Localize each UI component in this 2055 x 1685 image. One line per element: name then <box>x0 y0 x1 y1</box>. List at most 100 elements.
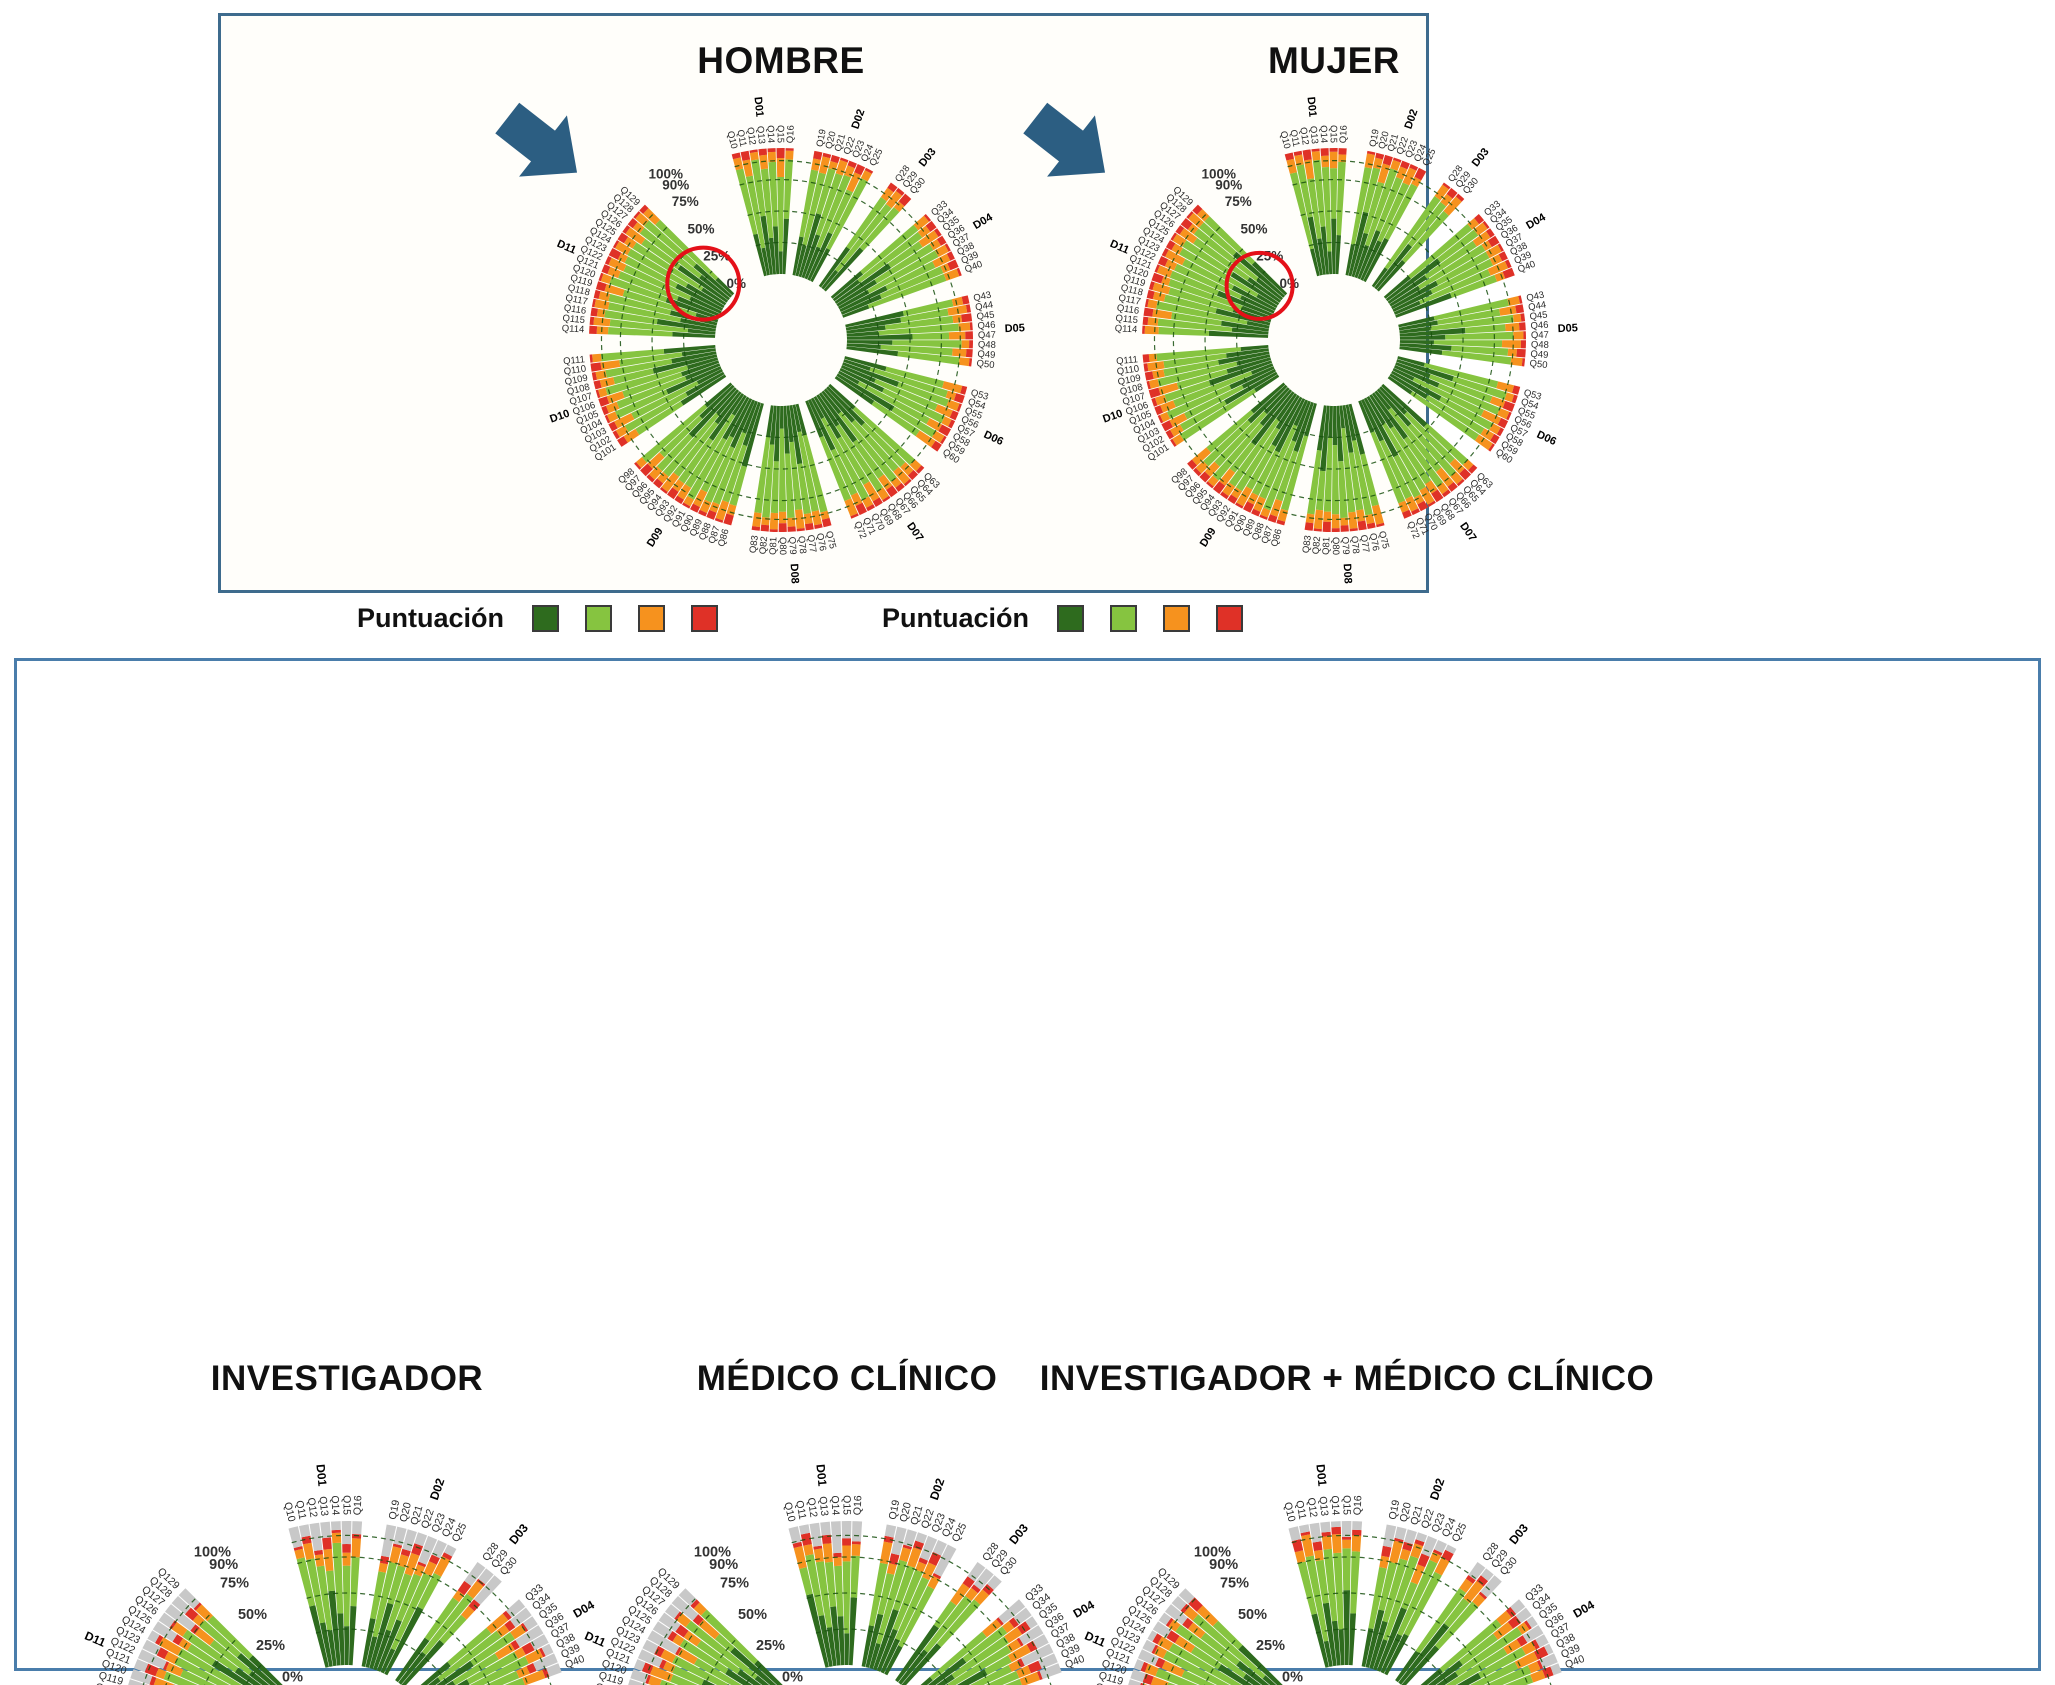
svg-text:Q13: Q13 <box>754 126 767 145</box>
svg-text:Q20: Q20 <box>1398 1501 1414 1523</box>
svg-text:75%: 75% <box>220 1576 249 1592</box>
svg-text:D01: D01 <box>1313 1464 1329 1488</box>
svg-text:Q86: Q86 <box>716 528 732 548</box>
svg-text:Q11: Q11 <box>793 1499 808 1520</box>
svg-text:Q45: Q45 <box>1529 310 1548 323</box>
svg-text:50%: 50% <box>1238 1607 1267 1623</box>
top-panel-box: HOMBRE MUJER 100% 90% 75% 50% 25% 0% Q10 Q11 Q12… <box>218 13 1578 593</box>
svg-text:Q114: Q114 <box>1114 323 1137 335</box>
svg-text:100%: 100% <box>194 1545 231 1561</box>
svg-text:Q108: Q108 <box>566 382 591 398</box>
svg-text:Q108: Q108 <box>1119 382 1144 398</box>
svg-text:Q10: Q10 <box>781 1501 797 1523</box>
svg-text:D01: D01 <box>813 1464 829 1488</box>
svg-text:D11: D11 <box>1083 1628 1108 1649</box>
svg-text:Q78: Q78 <box>795 535 808 554</box>
chart-title-medico: MÉDICO CLÍNICO <box>696 1359 998 1398</box>
svg-text:Q118: Q118 <box>94 1681 121 1685</box>
svg-text:0%: 0% <box>1282 1669 1303 1685</box>
svg-text:Q50: Q50 <box>1529 358 1548 371</box>
svg-text:50%: 50% <box>238 1607 267 1623</box>
svg-text:Q15: Q15 <box>775 125 786 143</box>
bottom-panel-box: INVESTIGADOR MÉDICO CLÍNICO INVESTIGADOR… <box>14 658 2041 1685</box>
score-swatch-red <box>1216 604 1243 632</box>
svg-text:Q12: Q12 <box>1305 1497 1320 1519</box>
svg-text:Q12: Q12 <box>1297 127 1310 146</box>
svg-text:Q19: Q19 <box>1367 128 1381 148</box>
svg-text:Q44: Q44 <box>1527 300 1547 314</box>
score-swatch-orange <box>638 604 665 632</box>
chart-title-mujer: MUJER <box>1267 40 1401 81</box>
svg-text:D02: D02 <box>927 1476 948 1502</box>
svg-text:Q54: Q54 <box>966 396 986 412</box>
svg-text:Q117: Q117 <box>1117 293 1141 308</box>
svg-text:Q110: Q110 <box>563 363 587 377</box>
svg-text:Q118: Q118 <box>1119 282 1144 298</box>
svg-text:Q81: Q81 <box>768 537 780 555</box>
svg-text:Q117: Q117 <box>564 293 588 308</box>
svg-text:D03: D03 <box>917 146 939 169</box>
svg-text:D11: D11 <box>1108 238 1131 257</box>
svg-text:Q118: Q118 <box>1094 1681 1121 1685</box>
svg-text:Q115: Q115 <box>562 313 586 326</box>
svg-text:Q20: Q20 <box>824 130 839 150</box>
svg-text:D02: D02 <box>850 108 868 131</box>
svg-text:Q48: Q48 <box>1531 340 1549 351</box>
svg-text:Q86: Q86 <box>1269 528 1285 548</box>
svg-text:Q111: Q111 <box>1116 354 1139 367</box>
svg-text:Q21: Q21 <box>908 1504 925 1527</box>
svg-text:D05: D05 <box>1557 322 1578 335</box>
svg-text:Q77: Q77 <box>1358 534 1372 553</box>
svg-text:Q16: Q16 <box>352 1495 365 1516</box>
svg-text:D09: D09 <box>1198 526 1219 549</box>
svg-text:Q53: Q53 <box>969 387 989 402</box>
svg-text:Q15: Q15 <box>1328 125 1339 143</box>
svg-text:Q14: Q14 <box>764 125 776 143</box>
svg-text:Q109: Q109 <box>564 373 589 388</box>
score-swatch-light-green <box>1110 604 1137 632</box>
svg-text:25%: 25% <box>756 1638 785 1654</box>
svg-text:Q115: Q115 <box>1115 313 1139 326</box>
svg-text:D10: D10 <box>548 408 571 426</box>
svg-text:Q53: Q53 <box>1522 387 1542 402</box>
svg-text:Q11: Q11 <box>1287 129 1301 148</box>
svg-text:Q79: Q79 <box>1339 536 1351 555</box>
svg-text:25%: 25% <box>1256 1638 1285 1654</box>
svg-text:Q10: Q10 <box>1281 1501 1297 1523</box>
svg-text:75%: 75% <box>1220 1576 1249 1592</box>
chart-title-hombre: HOMBRE <box>697 40 865 81</box>
svg-text:Q12: Q12 <box>305 1497 320 1519</box>
svg-text:75%: 75% <box>720 1576 749 1592</box>
svg-text:0%: 0% <box>726 276 746 291</box>
svg-text:Q19: Q19 <box>1387 1499 1403 1521</box>
arrow-icon <box>1023 102 1106 177</box>
svg-text:Q16: Q16 <box>1352 1495 1365 1516</box>
svg-text:Q110: Q110 <box>1116 363 1140 377</box>
svg-text:Q109: Q109 <box>1117 373 1142 388</box>
svg-text:Q21: Q21 <box>1408 1504 1425 1527</box>
svg-text:D09: D09 <box>645 526 666 549</box>
svg-text:Q49: Q49 <box>1530 349 1549 361</box>
svg-text:D11: D11 <box>583 1628 608 1649</box>
svg-text:Q50: Q50 <box>976 358 995 371</box>
score-swatch-dark-green <box>532 604 559 632</box>
svg-text:D04: D04 <box>971 211 995 232</box>
score-swatch-orange <box>1163 604 1190 632</box>
svg-text:Q75: Q75 <box>1376 530 1391 550</box>
svg-text:0%: 0% <box>1279 276 1299 291</box>
svg-text:D01: D01 <box>1304 96 1318 117</box>
svg-text:Q11: Q11 <box>734 129 748 148</box>
svg-text:Q47: Q47 <box>978 330 996 341</box>
svg-text:Q44: Q44 <box>974 300 994 314</box>
svg-text:Q16: Q16 <box>852 1495 865 1516</box>
svg-text:D03: D03 <box>1470 146 1492 169</box>
score-swatch-dark-green <box>1057 604 1084 632</box>
svg-text:Q54: Q54 <box>1519 396 1539 412</box>
svg-text:Q49: Q49 <box>977 349 996 361</box>
svg-text:Q20: Q20 <box>398 1501 414 1523</box>
